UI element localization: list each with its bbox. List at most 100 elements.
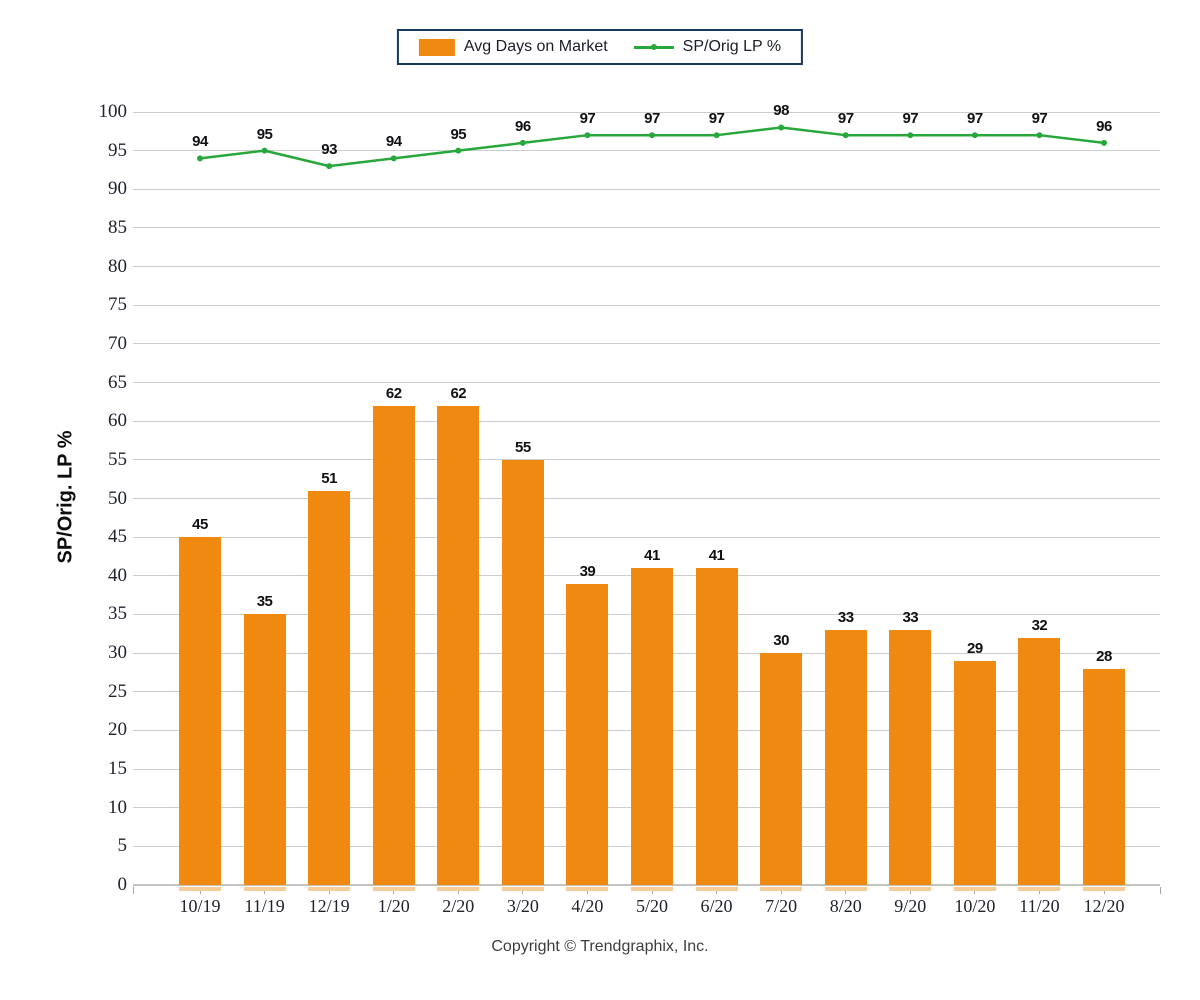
x-tick-label: 5/20 <box>635 896 668 916</box>
line-value-label: 96 <box>1096 117 1112 135</box>
bar <box>824 629 867 885</box>
line-value-label: 97 <box>708 110 725 128</box>
y-tick-label: 40 <box>108 564 127 586</box>
x-tick-label: 2/20 <box>442 896 475 916</box>
x-tick-label: 11/19 <box>244 896 285 916</box>
bar-base-strip <box>179 886 221 891</box>
x-axis-tick <box>974 887 976 894</box>
bar <box>631 568 673 885</box>
bar-value-label: 30 <box>773 632 789 650</box>
bar-value-label: 41 <box>644 547 660 565</box>
line-marker <box>713 132 720 139</box>
x-tick-label: 7/20 <box>765 896 798 916</box>
bar <box>243 614 286 885</box>
x-axis-tick <box>199 887 201 894</box>
bar-value-label: 33 <box>837 608 854 626</box>
x-axis-tick <box>651 887 653 894</box>
x-axis-tick <box>780 887 782 894</box>
line-value-label: 94 <box>385 133 402 151</box>
gridline <box>133 498 1160 499</box>
x-tick-label: 10/19 <box>179 896 221 916</box>
bar-base-strip <box>1083 886 1125 891</box>
y-tick-label: 65 <box>108 371 127 393</box>
x-tick-label: 11/20 <box>1019 896 1060 916</box>
bar-value-label: 62 <box>450 384 467 402</box>
x-tick-label: 12/19 <box>308 896 350 916</box>
bar <box>760 653 803 885</box>
line-value-label: 97 <box>902 110 919 128</box>
bar-base-strip <box>695 886 738 891</box>
gridline <box>133 227 1160 229</box>
y-tick-label: 35 <box>108 603 127 625</box>
y-tick-label: 15 <box>108 758 127 780</box>
x-axis-tick <box>845 887 847 894</box>
x-tick-label: 1/20 <box>377 896 410 916</box>
legend-label-avg-days: Avg Days on Market <box>463 38 608 55</box>
y-tick-label: 45 <box>108 526 127 548</box>
x-axis-tick <box>393 887 395 894</box>
line-marker <box>907 132 914 139</box>
y-tick-label: 90 <box>108 178 127 200</box>
bar <box>695 568 738 885</box>
y-tick-label: 70 <box>108 332 127 354</box>
y-tick-label: 80 <box>108 255 127 277</box>
line-value-label: 97 <box>967 110 983 128</box>
gridline <box>133 304 1160 306</box>
line-value-label: 98 <box>773 102 789 120</box>
y-tick-label: 95 <box>108 139 127 161</box>
x-tick-label: 4/20 <box>571 896 604 916</box>
bar-value-label: 55 <box>515 438 531 456</box>
x-tick-label: 9/20 <box>894 896 927 916</box>
x-axis-tick <box>457 887 459 894</box>
gridline <box>133 420 1160 422</box>
line-marker <box>1036 132 1043 139</box>
line-marker <box>584 132 591 139</box>
y-tick-label: 20 <box>108 719 127 741</box>
x-tick-label: 10/20 <box>954 896 996 916</box>
line-marker <box>842 132 849 139</box>
bar <box>889 629 932 885</box>
bar-base-strip <box>372 886 415 891</box>
x-axis-tick <box>586 887 588 894</box>
line-value-label: 95 <box>450 125 467 143</box>
line-value-label: 95 <box>256 125 273 143</box>
bar <box>372 405 415 885</box>
gridline <box>133 382 1160 384</box>
bar-base-strip <box>760 886 803 891</box>
bar <box>179 537 221 885</box>
x-axis-tick <box>909 887 911 894</box>
bar-value-label: 28 <box>1096 647 1112 665</box>
x-tick-label: 12/20 <box>1083 896 1125 916</box>
bar <box>1083 668 1125 885</box>
y-tick-label: 100 <box>98 101 128 122</box>
bar-base-strip <box>953 886 996 891</box>
y-tick-label: 85 <box>108 216 127 238</box>
legend-item-sp-lp: SP/Orig LP % <box>633 38 782 56</box>
copyright-text: Copyright © Trendgraphix, Inc. <box>491 938 709 955</box>
line-marker <box>197 155 203 162</box>
gridline <box>133 111 1160 113</box>
y-tick-label: 5 <box>117 835 128 857</box>
bar-base-strip <box>1018 886 1061 891</box>
y-tick-label: 10 <box>108 796 127 818</box>
bar <box>1018 637 1061 885</box>
y-tick-label: 0 <box>117 874 128 895</box>
bar-value-label: 45 <box>192 516 208 534</box>
x-axis-edge-tick <box>1159 887 1161 894</box>
line-marker <box>649 132 655 139</box>
bar-value-label: 41 <box>708 547 725 565</box>
line-marker <box>1101 139 1107 146</box>
bar-base-strip <box>889 886 932 891</box>
line-marker <box>971 132 978 139</box>
x-axis-tick <box>264 887 266 894</box>
bar-base-strip <box>631 886 673 891</box>
x-tick-label: 8/20 <box>829 896 862 916</box>
legend-label-sp-lp: SP/Orig LP % <box>682 38 782 55</box>
line-swatch-icon <box>633 44 674 50</box>
y-tick-label: 55 <box>108 448 127 470</box>
y-tick-label: 25 <box>108 680 127 702</box>
line-value-label: 97 <box>1031 110 1048 128</box>
y-tick-label: 30 <box>108 642 127 664</box>
bar-swatch-icon <box>418 38 455 56</box>
line-value-label: 94 <box>192 133 208 151</box>
